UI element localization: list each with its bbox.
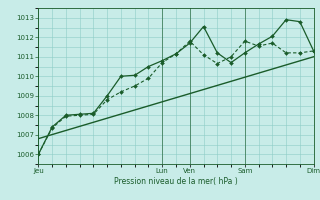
X-axis label: Pression niveau de la mer( hPa ): Pression niveau de la mer( hPa ): [114, 177, 238, 186]
